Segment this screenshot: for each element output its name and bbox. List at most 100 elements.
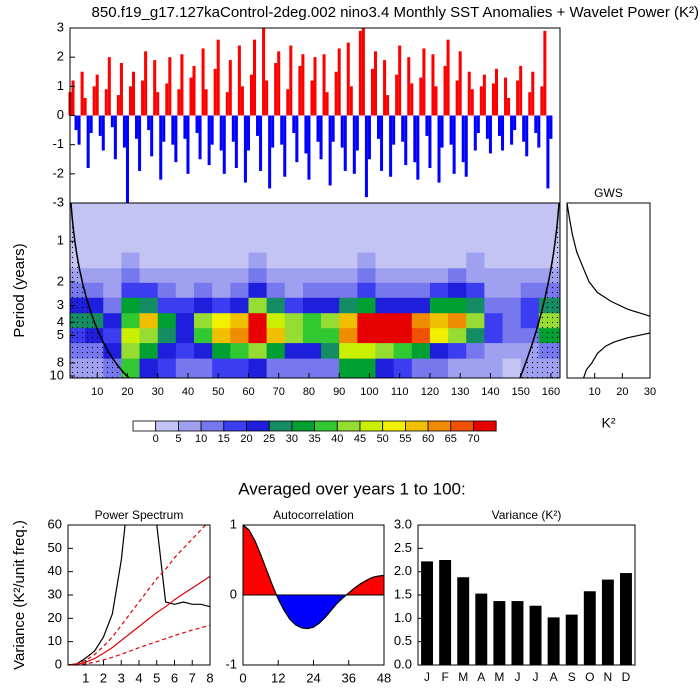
heatmap-cell: [357, 297, 377, 314]
heatmap-cell: [466, 219, 485, 237]
heatmap-cell: [393, 203, 413, 221]
heatmap-cell: [375, 328, 395, 344]
bar: [135, 115, 139, 139]
coi-shade: [520, 203, 559, 378]
colorbar-swatch: [291, 420, 315, 432]
bar: [476, 115, 480, 133]
heatmap-cell: [466, 236, 485, 254]
heatmap-cell: [411, 252, 431, 269]
heatmap-cell: [393, 282, 413, 299]
bar: [216, 39, 220, 116]
y-tick-label: 50: [48, 540, 62, 555]
heatmap-cell: [248, 203, 268, 221]
heatmap-cell: [321, 313, 340, 329]
y-tick-label: 40: [48, 563, 62, 578]
bar: [497, 115, 502, 136]
heatmap-cell: [393, 219, 413, 237]
heatmap-cell: [429, 343, 449, 360]
bar: [180, 54, 184, 116]
bar: [404, 115, 408, 166]
bar: [494, 68, 498, 116]
colorbar-swatch: [132, 420, 157, 432]
bar: [319, 115, 323, 160]
heatmap-cell: [194, 313, 213, 329]
y-tick-label: 1.5: [394, 586, 412, 601]
y-axis-label: Variance (K²/unit freq.): [11, 520, 28, 670]
bar: [343, 115, 347, 171]
heatmap-cell: [429, 313, 449, 329]
panel-title: GWS: [594, 186, 623, 200]
x-tick-label: 30: [644, 386, 656, 398]
colorbar-label: 60: [422, 433, 434, 445]
bar: [74, 115, 78, 131]
bar: [358, 30, 362, 116]
bar: [268, 115, 272, 189]
heatmap-cell: [448, 343, 467, 360]
x-tick-label: A: [550, 670, 558, 684]
heatmap-cell: [393, 343, 413, 360]
heatmap-cell: [448, 313, 467, 329]
colorbar-swatch: [155, 420, 179, 432]
heatmap-cell: [284, 358, 304, 378]
heatmap-cell: [284, 343, 304, 360]
bar: [546, 115, 550, 189]
heatmap-cell: [484, 219, 504, 237]
heatmap-cell: [139, 282, 159, 299]
heatmap-cell: [484, 297, 504, 314]
plots: 0 5 10 15 20 25 30 35 40 45 50 55 60 65 70J F M A M J J A S O N D: [68, 28, 650, 684]
colorbar-label: 40: [331, 433, 343, 445]
heatmap-cell: [230, 313, 250, 329]
heatmap-cell: [393, 358, 413, 378]
x-tick-label: 0: [239, 670, 246, 685]
heatmap-cell: [484, 268, 504, 284]
x-tick-label: A: [477, 670, 485, 684]
bar: [101, 115, 105, 151]
colorbar-label: 35: [308, 433, 320, 445]
bar: [547, 617, 560, 665]
colorbar-label: 5: [175, 433, 181, 445]
bar: [265, 80, 269, 116]
bar: [482, 74, 486, 116]
bar: [528, 92, 532, 116]
y-tick-label: -1: [52, 136, 64, 151]
heatmap-cell: [248, 282, 268, 299]
heatmap-cell: [121, 328, 141, 344]
heatmap-cell: [194, 219, 213, 237]
heatmap-cell: [502, 343, 522, 360]
heatmap-cell: [302, 236, 322, 254]
heatmap-cell: [139, 358, 159, 378]
heatmap-cell: [357, 282, 377, 299]
heatmap-cell: [520, 268, 540, 284]
x-tick-label: 48: [377, 670, 391, 685]
heatmap-cell: [212, 268, 231, 284]
heatmap-cell: [103, 236, 123, 254]
heatmap-cell: [212, 236, 231, 254]
heatmap-cell: [302, 358, 322, 378]
heatmap-cell: [266, 203, 286, 221]
heatmap-cell: [448, 219, 467, 237]
heatmap-cell: [321, 282, 340, 299]
y-tick-label: 2: [57, 273, 64, 288]
bar: [246, 115, 250, 151]
bar: [219, 115, 223, 151]
panel-title: Autocorrelation: [273, 508, 354, 522]
x-tick-label: 140: [481, 386, 499, 398]
panel-title: Variance (K²): [492, 508, 562, 522]
bar: [491, 83, 495, 116]
heatmap-cell: [484, 328, 504, 344]
y-tick-label: 3: [57, 19, 64, 34]
colorbar-swatch: [314, 420, 338, 432]
bar: [619, 573, 632, 665]
bar: [349, 86, 353, 116]
colorbar-swatch: [427, 420, 452, 432]
bar: [322, 54, 326, 116]
heatmap-cell: [411, 343, 431, 360]
bar: [475, 593, 488, 665]
y-axis-label: Period (years): [11, 243, 28, 337]
area-positive: [243, 525, 384, 595]
heatmap-cell: [139, 343, 159, 360]
colorbar-label: 50: [377, 433, 389, 445]
heatmap-cell: [85, 203, 104, 221]
panel-title: Power Spectrum: [95, 508, 184, 522]
bar: [479, 86, 483, 116]
